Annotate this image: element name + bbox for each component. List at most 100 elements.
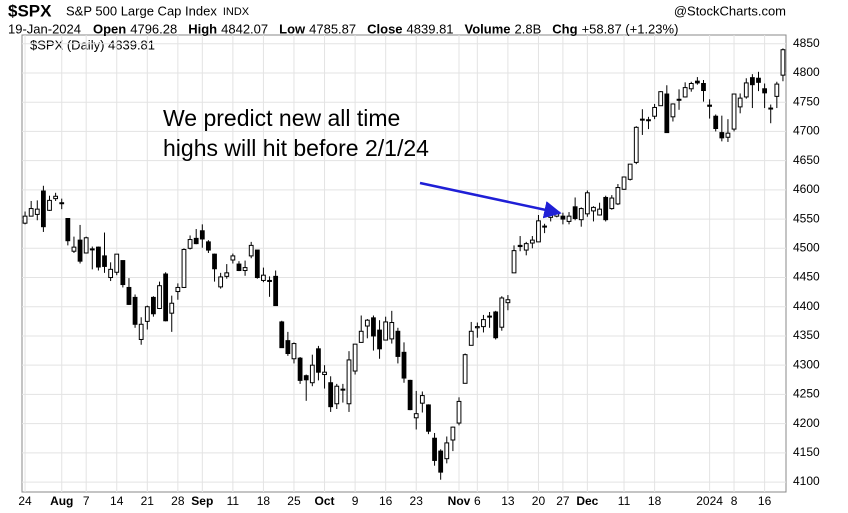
candle-body: [639, 118, 645, 121]
date: 19-Jan-2024: [8, 21, 81, 36]
candle-body: [627, 163, 633, 180]
candle-body: [309, 364, 315, 384]
candle-body: [28, 208, 34, 217]
y-tick-label: 4100: [793, 474, 820, 488]
x-tick-label: 25: [287, 494, 301, 508]
candle-body: [181, 248, 187, 288]
candle-body: [670, 103, 676, 118]
y-tick-label: 4550: [793, 211, 820, 225]
candle-body: [59, 202, 65, 205]
candle-body: [768, 107, 774, 110]
x-tick-label: 16: [379, 494, 393, 508]
candle-body: [340, 388, 346, 391]
candle-body: [22, 215, 28, 224]
candle-body: [743, 82, 749, 98]
x-tick-label: 11: [227, 494, 240, 508]
candle-body: [96, 246, 101, 268]
x-tick-label: 16: [758, 494, 772, 508]
candle-body: [322, 371, 327, 376]
candle-body: [71, 246, 77, 252]
candle-body: [346, 359, 352, 405]
candle-body: [83, 237, 89, 254]
stat-value: 2.8B: [515, 21, 542, 36]
candle-body: [499, 297, 505, 328]
candle-body: [383, 321, 389, 341]
candle-body: [218, 276, 224, 288]
y-tick-label: 4450: [793, 270, 820, 284]
candle-body: [591, 206, 596, 212]
candle-body: [47, 199, 52, 211]
candle-body: [316, 348, 321, 373]
candle-body: [377, 329, 382, 350]
candle-body: [132, 296, 138, 325]
candle-body: [584, 192, 590, 215]
candle-body: [487, 315, 492, 318]
candle-body: [291, 343, 297, 360]
candle-body: [542, 225, 547, 228]
candle-body: [413, 413, 419, 419]
candle-body: [597, 208, 602, 216]
candle-body: [780, 49, 786, 76]
x-tick-label: 28: [171, 494, 185, 508]
x-tick-label: 27: [556, 494, 570, 508]
candle-body: [707, 104, 712, 107]
candle-body: [187, 239, 193, 249]
candle-body: [676, 98, 682, 101]
annotation: highs will hit before 2/1/24: [163, 135, 429, 161]
y-tick-label: 4750: [793, 94, 820, 108]
plot-area: [21, 34, 787, 493]
stat-label: High: [188, 21, 217, 36]
stat-value: 4796.28: [130, 21, 177, 36]
candle-body: [371, 317, 376, 337]
candle-body: [89, 248, 95, 251]
candle-body: [193, 237, 199, 245]
candle-body: [603, 196, 609, 221]
candle-body: [517, 244, 523, 248]
candle-body: [523, 243, 529, 251]
y-tick-label: 4700: [793, 124, 820, 138]
x-tick-label: 14: [110, 494, 124, 508]
y-tick-label: 4850: [793, 36, 820, 50]
y-tick-label: 4650: [793, 153, 820, 167]
x-tick-label: 20: [532, 494, 546, 508]
y-tick-label: 4300: [793, 357, 820, 371]
annotation: We predict new all time: [163, 105, 400, 131]
candle-body: [261, 274, 266, 281]
y-tick-label: 4500: [793, 240, 820, 254]
x-tick-label: 9: [352, 494, 359, 508]
candle-body: [212, 253, 217, 270]
candle-body: [529, 239, 535, 244]
header: $SPX S&P 500 Large Cap Index INDX @Stock…: [8, 1, 786, 36]
candle-body: [468, 330, 474, 346]
legend-label: $SPX (Daily) 4839.81: [30, 37, 155, 52]
candle-body: [426, 404, 431, 432]
candle-body: [505, 299, 511, 304]
candle-body: [108, 268, 114, 279]
stat-value: +58.87 (+1.23%): [582, 21, 679, 36]
stat-label: Open: [93, 21, 126, 36]
candle-body: [646, 119, 651, 122]
candle-body: [77, 239, 83, 262]
candle-body: [749, 77, 755, 86]
candle-body: [65, 218, 71, 242]
x-tick-label: Dec: [576, 494, 598, 508]
x-tick-label: 13: [501, 494, 515, 508]
stat-label: Volume: [465, 21, 511, 36]
candle-body: [285, 340, 291, 354]
candle-body: [364, 319, 370, 327]
candle-body: [169, 302, 175, 314]
candle-body: [395, 330, 401, 357]
candle-body: [731, 93, 737, 130]
candle-body: [407, 379, 413, 411]
y-tick-label: 4400: [793, 299, 820, 313]
candle-body: [419, 395, 425, 404]
x-tick-label: 7: [83, 494, 90, 508]
candle-body: [248, 244, 254, 257]
candle-body: [664, 93, 670, 134]
candle-body: [444, 442, 450, 460]
source: @StockCharts.com: [674, 3, 786, 18]
candle-body: [566, 215, 572, 222]
x-tick-label: 24: [18, 494, 32, 508]
candle-body: [53, 195, 59, 200]
candle-body: [126, 286, 132, 305]
